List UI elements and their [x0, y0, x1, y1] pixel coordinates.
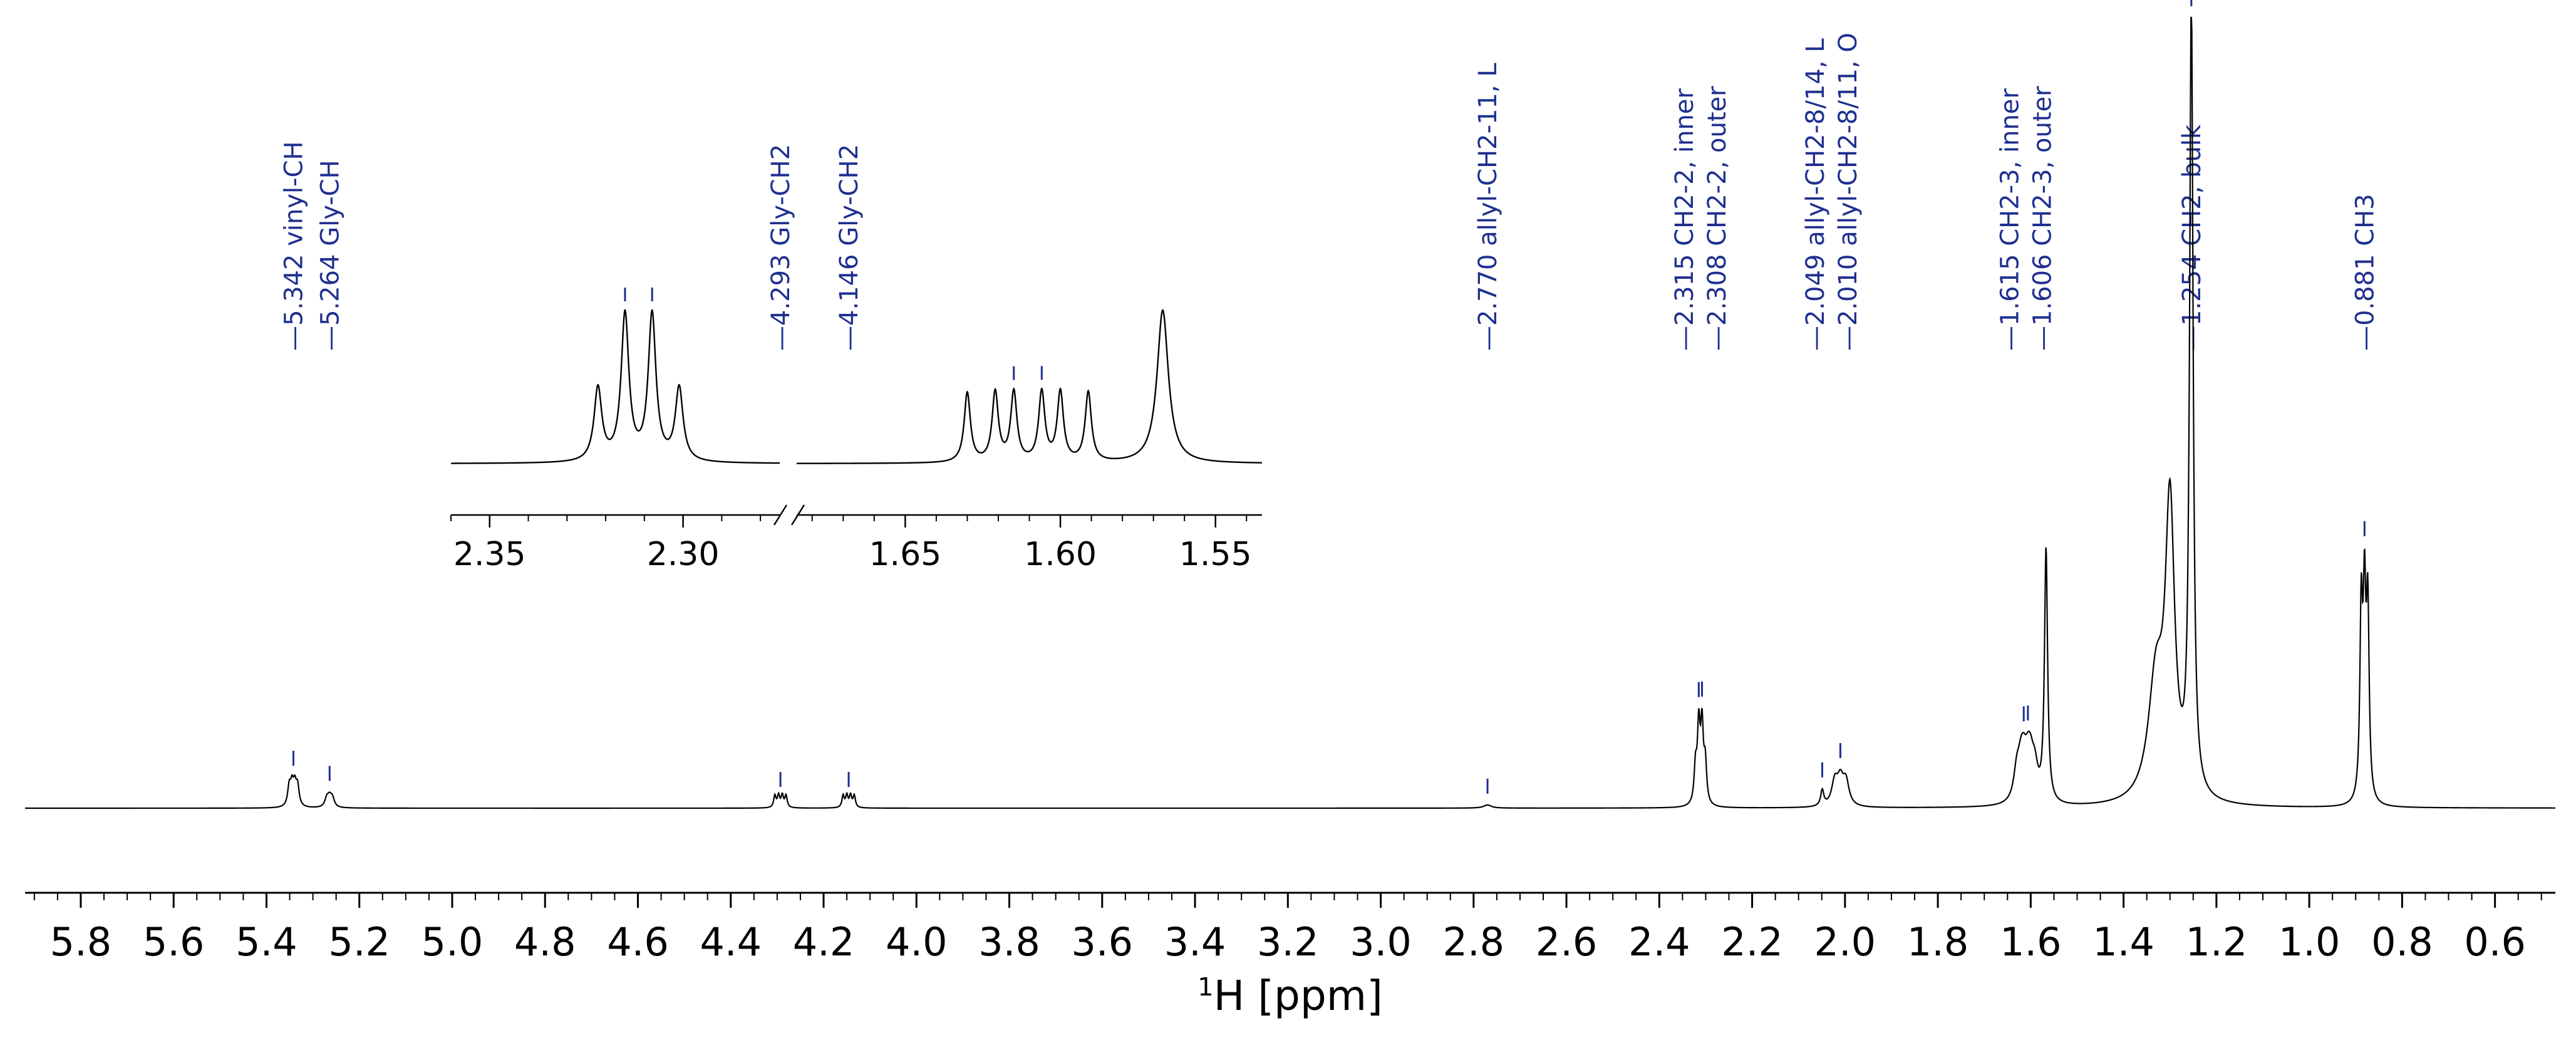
- peak-label: —0.881 CH3: [2351, 194, 2379, 351]
- peak-label: —2.770 allyl-CH2-11, L: [1474, 63, 1503, 351]
- inset-tick-label: 2.35: [453, 536, 526, 573]
- x-tick-label: 4.4: [700, 919, 762, 965]
- peak-label: —2.010 allyl-CH2-8/11, O: [1834, 33, 1863, 351]
- x-tick-label: 2.8: [1443, 919, 1505, 965]
- x-tick-label: 3.0: [1350, 919, 1412, 965]
- x-axis-title-superscript: 1: [1197, 973, 1213, 1002]
- peak-labels: —5.342 vinyl-CH —5.264 Gly-CH —4.293 Gly-C…: [279, 33, 2379, 351]
- x-tick-label: 5.6: [143, 919, 205, 965]
- x-tick-label: 1.2: [2186, 919, 2248, 965]
- peak-label: —5.264 Gly-CH: [316, 160, 344, 351]
- inset-tick-label: 2.30: [647, 536, 720, 573]
- inset-panel-ch2-2: [451, 287, 780, 464]
- x-tick-label: 5.4: [235, 919, 297, 965]
- x-tick-label: 3.8: [978, 919, 1040, 965]
- peak-label: —2.308 CH2-2, outer: [1703, 86, 1732, 351]
- peak-label: —2.049 allyl-CH2-8/14, L: [1801, 38, 1830, 351]
- inset-trace: [797, 309, 1263, 464]
- x-tick-label: 3.2: [1257, 919, 1319, 965]
- x-axis-title-text: H [ppm]: [1214, 972, 1383, 1020]
- x-tick-label: 4.2: [793, 919, 855, 965]
- x-tick-label: 1.8: [1907, 919, 1969, 965]
- x-tick-label: 1.0: [2279, 919, 2341, 965]
- x-axis: 5.8 5.6 5.4 5.2 5.0 4.8 4.6 4.4 4.2 4.0 3.8 3.6 3.4 3…: [25, 892, 2555, 965]
- peak-label: —5.342 vinyl-CH: [279, 141, 308, 351]
- x-tick-label: 2.6: [1536, 919, 1598, 965]
- inset-panel-ch2-3: [797, 309, 1263, 464]
- spectrum-trace: [25, 16, 2555, 809]
- x-tick-label: 4.6: [607, 919, 669, 965]
- peak-label: —4.293 Gly-CH2: [767, 144, 795, 351]
- x-tick-label: 1.4: [2092, 919, 2154, 965]
- x-tick-label: 3.4: [1164, 919, 1226, 965]
- x-tick-label: 1.6: [2000, 919, 2062, 965]
- peak-label: —1.606 CH2-3, outer: [2029, 86, 2057, 351]
- x-tick-label: 0.8: [2371, 919, 2433, 965]
- peak-label: —1.615 CH2-3, inner: [1996, 88, 2025, 351]
- peak-label: —2.315 CH2-2, inner: [1670, 88, 1699, 351]
- main-spectrum: [25, 0, 2555, 809]
- x-tick-label: 2.2: [1721, 919, 1783, 965]
- x-tick-label: 4.8: [514, 919, 576, 965]
- x-tick-label: 5.2: [328, 919, 390, 965]
- inset-tick-label: 1.55: [1179, 536, 1252, 573]
- inset-x-axis: 2.35 2.30 1.65 1.60 1.55: [450, 504, 1262, 573]
- peak-label: —4.146 Gly-CH2: [835, 144, 864, 351]
- axis-break-mark: [773, 504, 788, 526]
- x-axis-title: 1H [ppm]: [1197, 972, 1383, 1020]
- inset-tick-label: 1.60: [1024, 536, 1097, 573]
- x-tick-label: 3.6: [1071, 919, 1133, 965]
- x-tick-label: 0.6: [2464, 919, 2526, 965]
- x-tick-label: 5.0: [422, 919, 484, 965]
- x-tick-label: 5.8: [50, 919, 112, 965]
- x-tick-label: 2.4: [1628, 919, 1690, 965]
- axis-break-mark: [790, 504, 805, 526]
- inset-tick-label: 1.65: [869, 536, 941, 573]
- x-tick-label: 2.0: [1814, 919, 1876, 965]
- x-tick-label: 4.0: [886, 919, 948, 965]
- zoom-inset: 2.35 2.30 1.65 1.60 1.55: [450, 287, 1263, 573]
- inset-trace: [451, 308, 780, 464]
